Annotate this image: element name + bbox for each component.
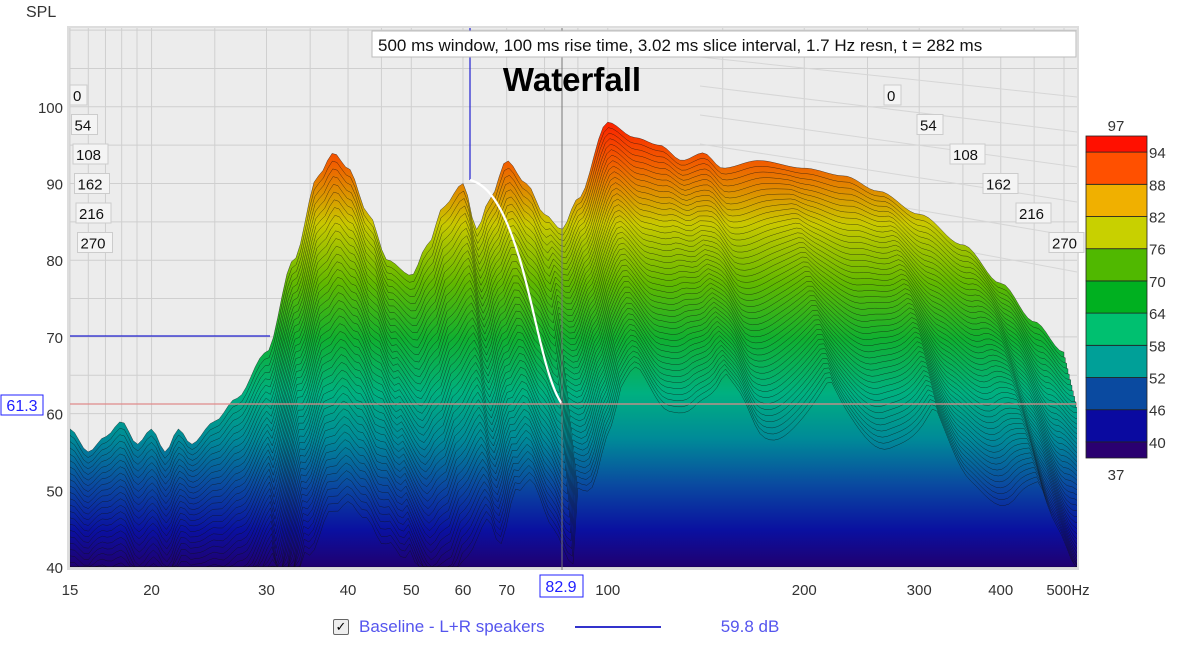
colorscale-tick: 40	[1149, 435, 1166, 452]
color-band	[1085, 441, 1148, 459]
colorscale-tick: 88	[1149, 177, 1166, 194]
cursor-spl-box	[0, 394, 44, 416]
time-label: 0	[73, 88, 81, 105]
y-tick-label: 60	[46, 407, 63, 424]
time-label: 270	[1052, 236, 1077, 253]
colorscale-tick: 82	[1149, 210, 1166, 227]
y-tick-label: 70	[46, 330, 63, 347]
legend-line-swatch	[574, 626, 661, 628]
time-label: 54	[75, 118, 92, 135]
waterfall-slice	[70, 366, 1077, 567]
color-band	[1085, 216, 1148, 250]
color-band	[1085, 183, 1148, 217]
time-label: 108	[76, 147, 101, 164]
time-label: 216	[1019, 206, 1044, 223]
x-tick-label: 30	[258, 582, 275, 599]
y-tick-label: 90	[46, 177, 63, 194]
time-label-box	[69, 84, 88, 106]
time-label-box	[883, 84, 902, 106]
color-band	[1085, 280, 1148, 314]
color-band	[1085, 344, 1148, 378]
y-tick-label: 80	[46, 253, 63, 270]
x-tick-label: 400	[988, 582, 1013, 599]
color-band	[1085, 135, 1148, 153]
x-tick-label: 15	[62, 582, 79, 599]
color-band	[1085, 312, 1148, 346]
colorscale-tick: 70	[1149, 274, 1166, 291]
colorscale-min: 37	[1108, 467, 1125, 484]
y-tick-label: 50	[46, 483, 63, 500]
chart-title: Waterfall	[503, 61, 641, 98]
x-tick-label: 70	[498, 582, 515, 599]
chart-subtitle: 500 ms window, 100 ms rise time, 3.02 ms…	[378, 36, 982, 55]
legend-series-name[interactable]: Baseline - L+R speakers	[359, 617, 545, 636]
color-scale: 97 37 94 88 82 76 70 64 58 52 46 40	[1085, 118, 1166, 484]
color-band	[1085, 151, 1148, 185]
time-label: 216	[79, 206, 104, 223]
x-tick-label: 300	[907, 582, 932, 599]
time-label: 108	[953, 147, 978, 164]
time-label: 162	[78, 177, 103, 194]
x-tick-label: 100	[595, 582, 620, 599]
perspective-grid-line	[699, 85, 1078, 133]
time-label: 270	[81, 236, 106, 253]
x-tick-label: 20	[143, 582, 160, 599]
perspective-grid-line	[699, 114, 1078, 168]
y-axis-label: SPL	[26, 4, 56, 21]
time-label: 162	[986, 177, 1011, 194]
colorscale-tick: 52	[1149, 371, 1166, 388]
x-tick-label: 200	[792, 582, 817, 599]
colorscale-max: 97	[1108, 118, 1125, 135]
time-label-box	[1015, 202, 1052, 224]
time-label-box	[1048, 232, 1085, 253]
time-label-box	[75, 202, 112, 224]
time-label: 54	[920, 118, 937, 135]
color-band	[1085, 409, 1148, 443]
cursor-freq-box	[539, 574, 584, 598]
legend-value: 59.8 dB	[720, 617, 780, 636]
time-labels: 0 0 54 54 108 108 162 162 216 216 270 270	[69, 84, 1085, 253]
time-label-box	[74, 173, 110, 194]
perspective-grid-line	[699, 56, 1078, 98]
cursor-spl-readout: 61.3	[6, 398, 37, 415]
color-band	[1085, 377, 1148, 411]
time-label-box	[77, 232, 113, 253]
colorscale-tick: 64	[1149, 306, 1166, 323]
x-tick-label: 40	[340, 582, 357, 599]
x-tick-label: 50	[403, 582, 420, 599]
info-box	[371, 30, 1077, 58]
time-label-box	[72, 143, 109, 165]
time-label-box	[982, 173, 1019, 194]
colorscale-tick: 58	[1149, 338, 1166, 355]
cursor-trace	[469, 178, 563, 405]
colorscale-tick: 76	[1149, 242, 1166, 259]
time-label-box	[71, 114, 98, 135]
waterfall-slices	[70, 121, 1077, 567]
color-band	[1085, 248, 1148, 282]
time-label-box	[916, 114, 944, 135]
time-label-box	[949, 143, 986, 165]
legend: ✓ Baseline - L+R speakers 59.8 dB	[333, 617, 779, 637]
colorscale-tick: 94	[1149, 145, 1166, 162]
x-tick-label: 500Hz	[1046, 582, 1089, 599]
colorscale-tick: 46	[1149, 403, 1166, 420]
cursor-overlay	[70, 28, 1077, 570]
x-tick-label: 60	[455, 582, 472, 599]
y-tick-label: 100	[38, 100, 63, 117]
time-label: 0	[887, 88, 895, 105]
y-tick-label: 40	[46, 560, 63, 577]
legend-checkbox[interactable]: ✓	[333, 619, 349, 635]
cursor-freq-readout: 82.9	[545, 579, 576, 596]
axes: 15 20 30 40 50 60 70 100 200 300 400 500Hz 40 50 60 70 8…	[38, 100, 1090, 599]
